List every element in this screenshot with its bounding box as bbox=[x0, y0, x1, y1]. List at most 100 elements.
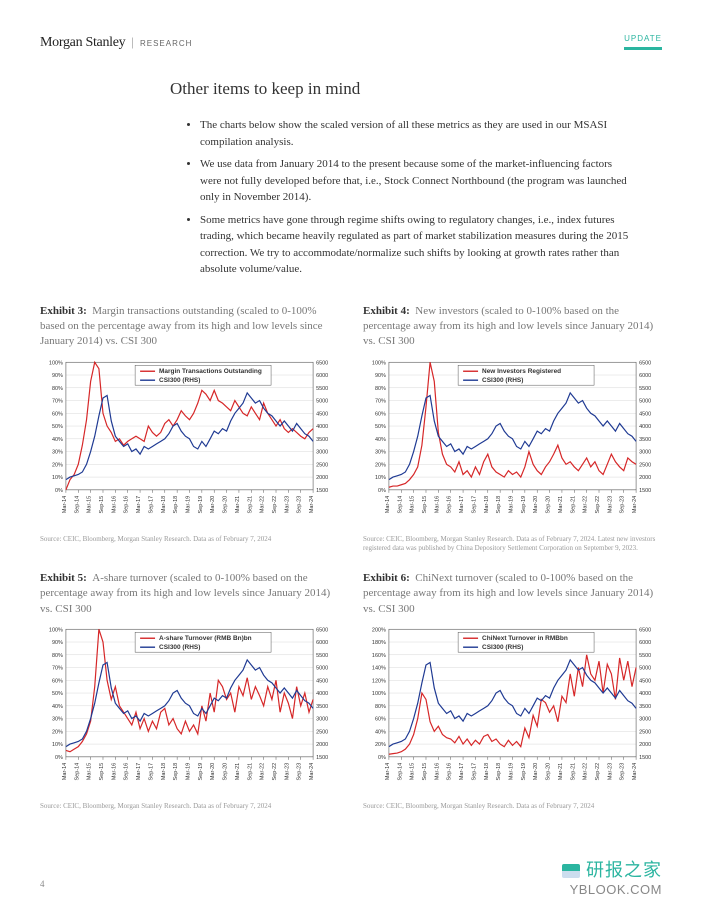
svg-text:Mar-19: Mar-19 bbox=[186, 495, 192, 512]
svg-text:Mar-16: Mar-16 bbox=[111, 495, 117, 512]
exhibits-grid: Exhibit 3: Margin transactions outstandi… bbox=[40, 304, 662, 812]
svg-text:30%: 30% bbox=[52, 449, 63, 455]
svg-text:Sep-18: Sep-18 bbox=[496, 495, 502, 513]
svg-text:Sep-19: Sep-19 bbox=[198, 495, 204, 513]
svg-text:Mar-15: Mar-15 bbox=[87, 763, 93, 780]
svg-text:Sep-16: Sep-16 bbox=[124, 763, 130, 781]
svg-text:4500: 4500 bbox=[316, 678, 328, 684]
svg-text:Sep-21: Sep-21 bbox=[570, 763, 576, 781]
svg-text:Mar-20: Mar-20 bbox=[533, 495, 539, 512]
svg-text:3500: 3500 bbox=[639, 436, 651, 442]
svg-text:0%: 0% bbox=[55, 755, 63, 761]
svg-text:0%: 0% bbox=[55, 488, 63, 494]
exhibit-3: Exhibit 3: Margin transactions outstandi… bbox=[40, 304, 339, 553]
svg-text:160%: 160% bbox=[372, 653, 386, 659]
svg-text:Sep-14: Sep-14 bbox=[397, 495, 403, 513]
svg-text:2500: 2500 bbox=[639, 462, 651, 468]
svg-text:Sep-14: Sep-14 bbox=[397, 763, 403, 781]
svg-text:20%: 20% bbox=[52, 462, 63, 468]
svg-text:100%: 100% bbox=[372, 691, 386, 697]
svg-text:Mar-19: Mar-19 bbox=[509, 763, 515, 780]
svg-text:6000: 6000 bbox=[639, 640, 651, 646]
svg-text:1500: 1500 bbox=[639, 755, 651, 761]
brand-name: Morgan Stanley bbox=[40, 35, 125, 51]
svg-text:Sep-22: Sep-22 bbox=[272, 495, 278, 513]
svg-text:70%: 70% bbox=[52, 666, 63, 672]
svg-text:Mar-18: Mar-18 bbox=[484, 763, 490, 780]
svg-text:50%: 50% bbox=[52, 691, 63, 697]
svg-text:Sep-18: Sep-18 bbox=[173, 495, 179, 513]
svg-text:40%: 40% bbox=[375, 436, 386, 442]
svg-text:Sep-21: Sep-21 bbox=[570, 495, 576, 513]
svg-text:4500: 4500 bbox=[316, 411, 328, 417]
svg-text:2500: 2500 bbox=[639, 729, 651, 735]
svg-text:0%: 0% bbox=[378, 755, 386, 761]
svg-text:Sep-16: Sep-16 bbox=[124, 495, 130, 513]
svg-text:Sep-18: Sep-18 bbox=[496, 763, 502, 781]
svg-text:6500: 6500 bbox=[639, 360, 651, 366]
chart-source: Source: CEIC, Bloomberg, Morgan Stanley … bbox=[40, 802, 339, 811]
svg-text:Mar-15: Mar-15 bbox=[87, 495, 93, 512]
book-icon bbox=[562, 864, 580, 878]
exhibit-5: Exhibit 5: A-share turnover (scaled to 0… bbox=[40, 571, 339, 811]
exhibit-title: Exhibit 3: Margin transactions outstandi… bbox=[40, 304, 339, 350]
svg-text:Mar-14: Mar-14 bbox=[62, 763, 68, 780]
svg-text:60%: 60% bbox=[52, 411, 63, 417]
svg-text:10%: 10% bbox=[375, 475, 386, 481]
svg-text:Sep-15: Sep-15 bbox=[99, 495, 105, 513]
svg-text:Sep-20: Sep-20 bbox=[223, 495, 229, 513]
svg-text:4000: 4000 bbox=[316, 691, 328, 697]
svg-text:Sep-14: Sep-14 bbox=[74, 763, 80, 781]
svg-text:1500: 1500 bbox=[316, 488, 328, 494]
exhibit-title: Exhibit 5: A-share turnover (scaled to 0… bbox=[40, 571, 339, 617]
svg-text:2000: 2000 bbox=[316, 742, 328, 748]
svg-text:6500: 6500 bbox=[316, 627, 328, 633]
svg-text:3000: 3000 bbox=[316, 449, 328, 455]
svg-text:Sep-19: Sep-19 bbox=[198, 763, 204, 781]
svg-text:Mar-24: Mar-24 bbox=[309, 495, 315, 512]
chart-3: 0%10%20%30%40%50%60%70%80%90%100%1500200… bbox=[40, 356, 339, 526]
chart-source: Source: CEIC, Bloomberg, Morgan Stanley … bbox=[363, 535, 662, 553]
svg-text:1500: 1500 bbox=[639, 488, 651, 494]
svg-text:CSI300 (RHS): CSI300 (RHS) bbox=[482, 377, 523, 384]
svg-text:Mar-22: Mar-22 bbox=[583, 495, 589, 512]
brand-separator: | bbox=[131, 34, 134, 50]
svg-text:Mar-16: Mar-16 bbox=[111, 763, 117, 780]
svg-text:50%: 50% bbox=[375, 424, 386, 430]
svg-text:Sep-18: Sep-18 bbox=[173, 763, 179, 781]
svg-text:Mar-24: Mar-24 bbox=[309, 763, 315, 780]
svg-text:Sep-20: Sep-20 bbox=[223, 763, 229, 781]
svg-text:5000: 5000 bbox=[316, 666, 328, 672]
svg-text:90%: 90% bbox=[375, 373, 386, 379]
svg-text:CSI300 (RHS): CSI300 (RHS) bbox=[482, 644, 523, 651]
svg-text:Sep-19: Sep-19 bbox=[521, 763, 527, 781]
svg-text:Mar-20: Mar-20 bbox=[210, 763, 216, 780]
svg-text:Sep-17: Sep-17 bbox=[471, 495, 477, 513]
svg-text:Mar-16: Mar-16 bbox=[434, 763, 440, 780]
svg-text:Mar-21: Mar-21 bbox=[235, 763, 241, 780]
svg-text:Mar-15: Mar-15 bbox=[410, 495, 416, 512]
bullet-item: The charts below show the scaled version… bbox=[200, 117, 632, 150]
section-title: Other items to keep in mind bbox=[170, 79, 662, 99]
svg-text:20%: 20% bbox=[375, 462, 386, 468]
svg-text:Mar-23: Mar-23 bbox=[607, 495, 613, 512]
exhibit-4: Exhibit 4: New investors (scaled to 0-10… bbox=[363, 304, 662, 553]
svg-text:Mar-23: Mar-23 bbox=[284, 495, 290, 512]
svg-text:140%: 140% bbox=[372, 666, 386, 672]
svg-text:Sep-15: Sep-15 bbox=[422, 763, 428, 781]
chart-source: Source: CEIC, Bloomberg, Morgan Stanley … bbox=[363, 802, 662, 811]
svg-text:CSI300 (RHS): CSI300 (RHS) bbox=[159, 377, 200, 384]
svg-text:40%: 40% bbox=[52, 704, 63, 710]
svg-text:3500: 3500 bbox=[316, 436, 328, 442]
svg-text:90%: 90% bbox=[52, 640, 63, 646]
svg-text:30%: 30% bbox=[52, 717, 63, 723]
svg-text:Mar-24: Mar-24 bbox=[632, 495, 638, 512]
svg-text:4000: 4000 bbox=[639, 424, 651, 430]
svg-text:40%: 40% bbox=[375, 729, 386, 735]
bullet-item: Some metrics have gone through regime sh… bbox=[200, 212, 632, 278]
svg-text:Mar-17: Mar-17 bbox=[459, 495, 465, 512]
svg-text:10%: 10% bbox=[52, 742, 63, 748]
svg-text:3000: 3000 bbox=[639, 717, 651, 723]
svg-text:6000: 6000 bbox=[316, 640, 328, 646]
svg-text:Mar-18: Mar-18 bbox=[161, 763, 167, 780]
